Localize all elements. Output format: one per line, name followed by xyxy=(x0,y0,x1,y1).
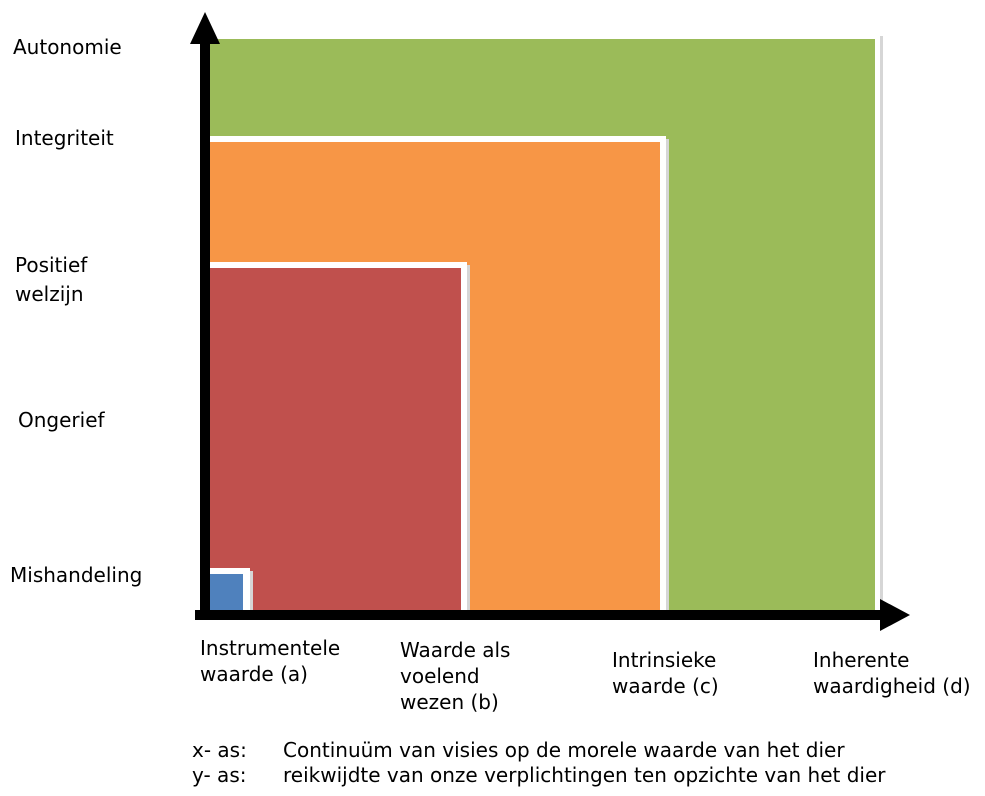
x-category-b: Waarde als voelend wezen (b) xyxy=(400,637,510,715)
legend-x-axis: x- as: Continuüm van visies op de morele… xyxy=(192,738,952,762)
y-level-label-line: Ongerief xyxy=(18,408,105,432)
legend-x-text: Continuüm van visies op de morele waarde… xyxy=(283,738,845,762)
y-level-label-line: Autonomie xyxy=(13,35,122,59)
y-axis-line xyxy=(200,40,210,620)
x-category-d: Inherente waardigheid (d) xyxy=(813,647,971,699)
x-category-label-line: waardigheid (d) xyxy=(813,674,971,698)
y-level-mishandeling: Mishandeling xyxy=(10,562,142,588)
y-level-label-line: Positief xyxy=(15,253,88,277)
x-category-c: Intrinsieke waarde (c) xyxy=(612,647,719,699)
x-category-label-line: voelend xyxy=(400,664,480,688)
y-level-autonomie: Autonomie xyxy=(13,34,122,60)
y-axis-arrowhead xyxy=(190,12,220,44)
x-axis-line xyxy=(195,610,883,620)
y-level-integriteit: Integriteit xyxy=(15,125,114,151)
region-b xyxy=(197,262,470,615)
legend-y-axis: y- as: reikwijdte van onze verplichtinge… xyxy=(192,763,952,787)
x-axis-arrowhead xyxy=(880,599,910,631)
region-b-fill xyxy=(203,268,461,610)
x-category-label-line: Inherente xyxy=(813,648,910,672)
y-level-label-line: welzijn xyxy=(15,282,84,306)
x-category-a: Instrumentele waarde (a) xyxy=(200,635,340,687)
x-category-label-line: Waarde als xyxy=(400,638,511,662)
x-category-label-line: waarde (a) xyxy=(200,662,308,686)
legend-y-text: reikwijdte van onze verplichtingen ten o… xyxy=(283,763,886,787)
x-category-label-line: Intrinsieke xyxy=(612,648,717,672)
legend-y-key: y- as: xyxy=(192,763,247,787)
x-category-label-line: wezen (b) xyxy=(400,690,499,714)
y-level-ongerief: Ongerief xyxy=(18,407,105,433)
y-level-positief-welzijn: Positief welzijn xyxy=(15,251,87,309)
x-category-label-line: waarde (c) xyxy=(612,674,719,698)
y-level-label-line: Integriteit xyxy=(15,126,114,150)
y-level-label-line: Mishandeling xyxy=(10,563,143,587)
legend-x-key: x- as: xyxy=(192,738,247,762)
region-a-fill xyxy=(207,574,243,610)
x-category-label-line: Instrumentele xyxy=(200,636,341,660)
